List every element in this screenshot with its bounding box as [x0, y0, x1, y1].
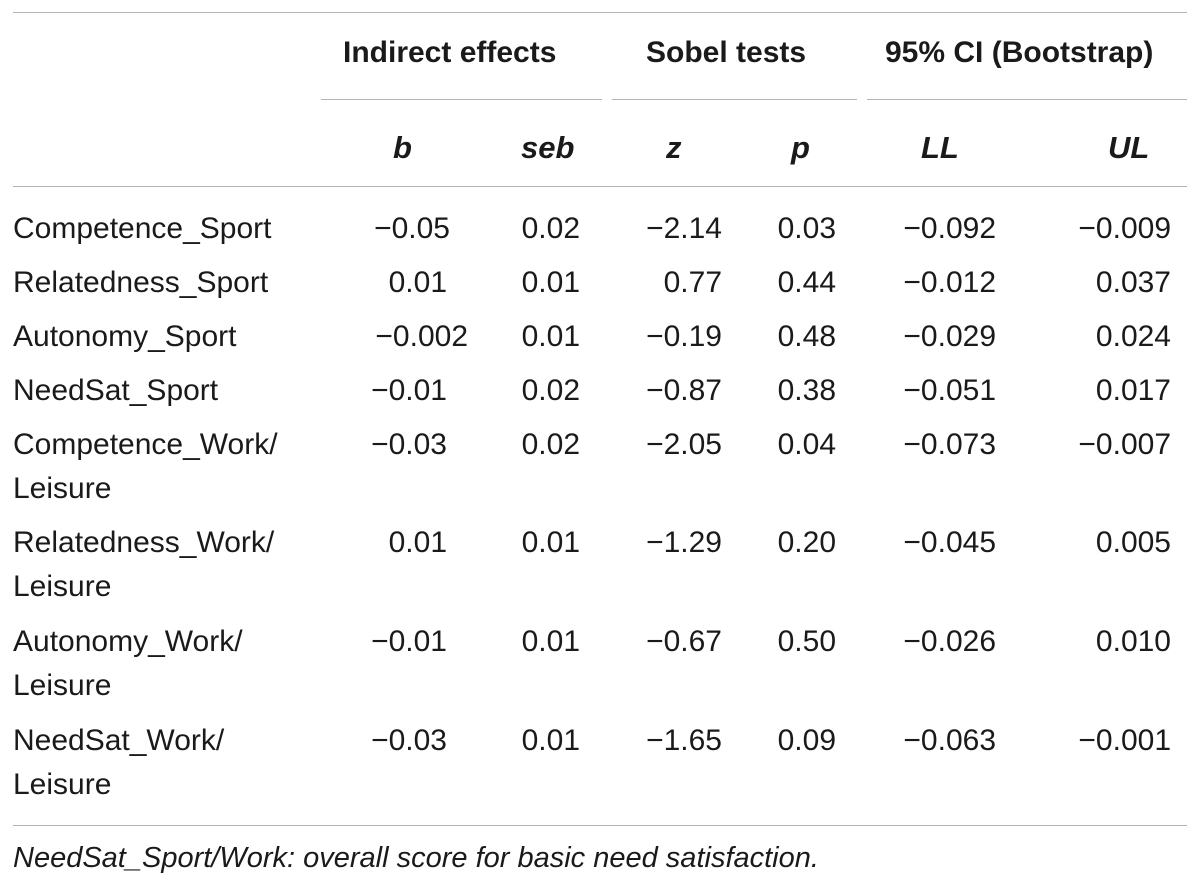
cell-ll: −0.029: [903, 320, 996, 353]
column-header-ul: UL: [1108, 130, 1150, 165]
cell-b: 0.01: [388, 266, 447, 299]
group-header-indirect-effects: Indirect effects: [343, 36, 557, 69]
cell-p: 0.38: [777, 374, 836, 407]
cell-p: 0.20: [777, 526, 836, 559]
cell-z: −1.65: [646, 724, 722, 757]
cell-z: −2.14: [646, 212, 722, 245]
cell-ul: 0.017: [1095, 374, 1171, 407]
group-rule-sobel-tests: [612, 99, 857, 100]
cell-ll: −0.092: [903, 212, 996, 245]
cell-seb: 0.01: [521, 266, 580, 299]
row-label-continuation: Leisure: [13, 570, 112, 603]
cell-ul: −0.007: [1078, 428, 1171, 461]
cell-seb: 0.02: [521, 428, 580, 461]
cell-b: 0.01: [388, 526, 447, 559]
cell-z: 0.77: [663, 266, 722, 299]
cell-ll: −0.051: [903, 374, 996, 407]
row-label-continuation: Leisure: [13, 669, 112, 702]
cell-b: −0.01: [371, 625, 447, 658]
cell-p: 0.09: [777, 724, 836, 757]
cell-z: −1.29: [646, 526, 722, 559]
cell-seb: 0.02: [521, 212, 580, 245]
group-rule-bootstrap-ci: [867, 99, 1187, 100]
cell-p: 0.04: [777, 428, 836, 461]
column-header-b: b: [393, 130, 412, 165]
column-header-p: p: [791, 130, 810, 165]
cell-ul: 0.005: [1095, 526, 1171, 559]
cell-b: −0.05: [374, 212, 450, 245]
row-label: NeedSat_Sport: [13, 374, 219, 407]
cell-z: −0.67: [646, 625, 722, 658]
header-bottom-rule: [13, 186, 1187, 187]
cell-ll: −0.012: [903, 266, 996, 299]
cell-seb: 0.01: [521, 625, 580, 658]
row-label: Autonomy_Work/: [13, 625, 243, 658]
table-footnote: NeedSat_Sport/Work: overall score for ba…: [13, 842, 819, 874]
row-label: Competence_Work/: [13, 428, 278, 461]
group-header-bootstrap-ci: 95% CI (Bootstrap): [885, 36, 1154, 69]
cell-ul: 0.037: [1095, 266, 1171, 299]
cell-seb: 0.01: [521, 320, 580, 353]
footer-rule: [13, 825, 1187, 826]
cell-b: −0.01: [371, 374, 447, 407]
cell-ul: −0.001: [1078, 724, 1171, 757]
row-label: Autonomy_Sport: [13, 320, 237, 353]
cell-z: −2.05: [646, 428, 722, 461]
cell-ul: −0.009: [1078, 212, 1171, 245]
cell-ul: 0.010: [1095, 625, 1171, 658]
cell-seb: 0.02: [521, 374, 580, 407]
row-label: Relatedness_Sport: [13, 266, 269, 299]
row-label-continuation: Leisure: [13, 472, 112, 505]
cell-ll: −0.063: [903, 724, 996, 757]
cell-p: 0.48: [777, 320, 836, 353]
column-header-z: z: [666, 130, 682, 165]
group-rule-indirect-effects: [321, 99, 602, 100]
cell-b: −0.002: [375, 320, 468, 353]
top-rule: [13, 12, 1187, 13]
row-label: NeedSat_Work/: [13, 724, 225, 757]
column-header-seb: seb: [521, 130, 575, 165]
cell-p: 0.03: [777, 212, 836, 245]
cell-b: −0.03: [371, 428, 447, 461]
cell-z: −0.87: [646, 374, 722, 407]
cell-seb: 0.01: [521, 724, 580, 757]
cell-ul: 0.024: [1095, 320, 1171, 353]
cell-z: −0.19: [646, 320, 722, 353]
row-label-continuation: Leisure: [13, 768, 112, 801]
cell-ll: −0.045: [903, 526, 996, 559]
cell-p: 0.44: [777, 266, 836, 299]
cell-b: −0.03: [371, 724, 447, 757]
column-header-ll: LL: [921, 130, 959, 165]
cell-ll: −0.073: [903, 428, 996, 461]
group-header-sobel-tests: Sobel tests: [646, 36, 807, 69]
row-label: Competence_Sport: [13, 212, 272, 245]
cell-ll: −0.026: [903, 625, 996, 658]
cell-p: 0.50: [777, 625, 836, 658]
row-label: Relatedness_Work/: [13, 526, 275, 559]
cell-seb: 0.01: [521, 526, 580, 559]
